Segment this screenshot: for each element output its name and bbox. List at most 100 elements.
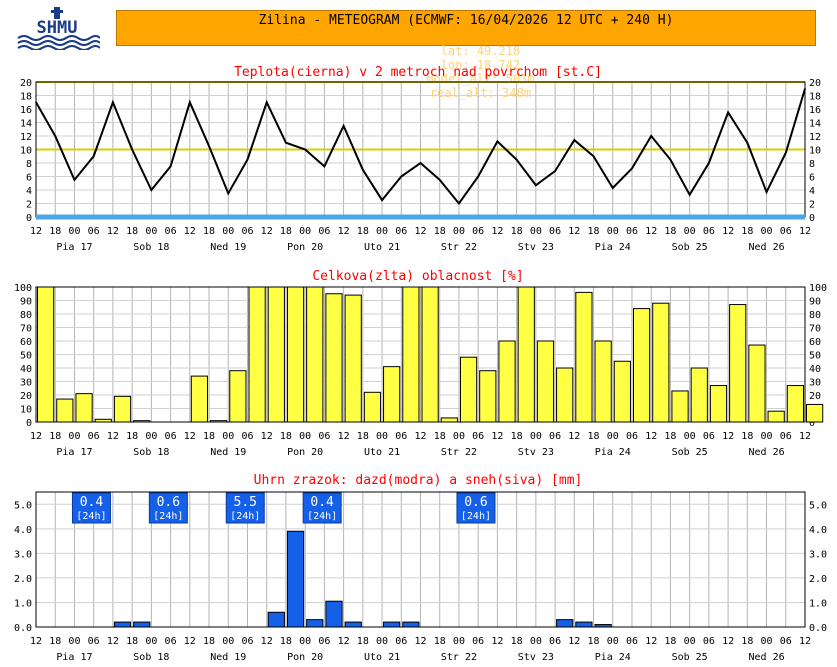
- temperature-hour-label: 12: [722, 226, 734, 237]
- temperature-point: [477, 175, 479, 178]
- cloud-cover-hour-label: 18: [511, 431, 523, 442]
- temperature-hour-label: 18: [357, 226, 369, 237]
- precipitation-ytick-right: 1.0: [809, 598, 827, 609]
- temperature-ytick-left: 6: [26, 173, 32, 184]
- temperature-point: [342, 125, 345, 127]
- cloud-cover-hour-label: 00: [761, 431, 773, 442]
- cloud-cover-ytick-right: 50: [809, 351, 821, 362]
- cloud-cover-hour-label: 12: [645, 431, 657, 442]
- temperature-day-label: Pia 24: [595, 242, 631, 253]
- temperature-hour-label: 12: [184, 226, 196, 237]
- precipitation-daily-total-period: [24h]: [461, 511, 491, 522]
- temperature-hour-label: 18: [280, 226, 292, 237]
- cloud-cover-ytick-left: 30: [20, 378, 32, 389]
- cloud-cover-ytick-right: 60: [809, 337, 821, 348]
- precipitation-hour-label: 00: [607, 636, 619, 647]
- temperature-ytick-right: 10: [809, 146, 821, 157]
- cloud-cover-bar: [56, 398, 74, 423]
- temperature-point: [112, 101, 114, 104]
- temperature-hour-label: 18: [434, 226, 446, 237]
- cloud-cover-bar: [556, 367, 574, 423]
- temperature-point: [323, 165, 326, 168]
- temperature-hour-label: 18: [664, 226, 676, 237]
- precipitation-hour-label: 00: [761, 636, 773, 647]
- temperature-point: [400, 175, 403, 178]
- temperature-point: [362, 168, 364, 171]
- cloud-cover-hour-label: 00: [530, 431, 542, 442]
- cloud-cover-bar: [748, 344, 766, 423]
- precipitation-daily-total-value: 0.6: [157, 495, 180, 510]
- precipitation-daily-total-period: [24h]: [76, 511, 106, 522]
- precipitation-ytick-right: 2.0: [809, 574, 827, 585]
- cloud-cover-hour-label: 06: [472, 431, 484, 442]
- precipitation-hour-label: 06: [88, 636, 100, 647]
- cloud-cover-hour-label: 00: [684, 431, 696, 442]
- temperature-day-label: Str 22: [441, 242, 477, 253]
- temperature-hour-label: 06: [472, 226, 484, 237]
- precipitation-hour-label: 12: [491, 636, 503, 647]
- temperature-point: [515, 158, 518, 161]
- precipitation-daily-total-badge: [225, 492, 265, 524]
- cloud-cover-ytick-left: 0: [26, 418, 32, 429]
- precipitation-bar: [113, 621, 132, 628]
- precipitation-bar: [556, 619, 574, 628]
- cloud-cover-hour-label: 18: [664, 431, 676, 442]
- precipitation-hour-label: 18: [664, 636, 676, 647]
- cloud-cover-ytick-left: 60: [20, 337, 32, 348]
- temperature-day-label: Stv 23: [518, 242, 554, 253]
- cloud-cover-bar: [37, 286, 55, 423]
- precipitation-hour-label: 00: [68, 636, 80, 647]
- precipitation-ytick-left: 2.0: [14, 574, 32, 585]
- precipitation-hour-label: 18: [280, 636, 292, 647]
- temperature-ytick-left: 18: [20, 92, 32, 103]
- precipitation-ytick-left: 5.0: [14, 500, 32, 511]
- cloud-cover-bar: [806, 403, 824, 423]
- temperature-ytick-right: 18: [809, 92, 821, 103]
- temperature-hour-label: 00: [145, 226, 157, 237]
- temperature-ytick-left: 10: [20, 146, 32, 157]
- cloud-cover-frame: [35, 286, 806, 423]
- cloud-cover-hour-label: 00: [607, 431, 619, 442]
- cloud-cover-ytick-right: 30: [809, 378, 821, 389]
- temperature-hour-label: 06: [626, 226, 638, 237]
- temperature-ytick-right: 16: [809, 105, 821, 116]
- precipitation-hour-label: 00: [684, 636, 696, 647]
- temperature-hour-label: 06: [395, 226, 407, 237]
- precipitation-hour-label: 12: [645, 636, 657, 647]
- precipitation-ytick-left: 0.0: [14, 623, 32, 634]
- shmu-logo: SHMU: [14, 6, 101, 51]
- precipitation-bar: [325, 600, 343, 628]
- precipitation-hour-label: 12: [722, 636, 734, 647]
- cloud-cover-bar: [594, 340, 612, 423]
- temperature-hour-label: 18: [588, 226, 600, 237]
- precipitation-bar: [133, 621, 151, 628]
- precipitation-day-label: Sob 25: [672, 652, 708, 663]
- cloud-cover-ytick-left: 20: [20, 391, 32, 402]
- cloud-cover-chart-title: Celkova(zlta) oblacnost [%]: [312, 269, 523, 284]
- temperature-ytick-right: 2: [809, 200, 815, 211]
- temperature-ytick-left: 4: [26, 186, 32, 197]
- cloud-cover-hour-label: 12: [184, 431, 196, 442]
- precipitation-ytick-right: 4.0: [809, 525, 827, 536]
- precipitation-day-label: Str 22: [441, 652, 477, 663]
- cloud-cover-hour-label: 18: [741, 431, 753, 442]
- temperature-ytick-right: 20: [809, 78, 821, 89]
- temperature-point: [554, 170, 556, 172]
- cloud-cover-hour-label: 06: [626, 431, 638, 442]
- precipitation-hour-label: 06: [626, 636, 638, 647]
- cloud-cover-bar: [113, 395, 132, 423]
- cloud-cover-ytick-right: 70: [809, 324, 821, 335]
- precipitation-daily-total-value: 0.6: [464, 495, 487, 510]
- temperature-point: [708, 162, 710, 164]
- cloud-cover-day-label: Pia 17: [56, 447, 92, 458]
- cloud-cover-bar: [421, 286, 439, 423]
- temperature-ytick-left: 16: [20, 105, 32, 116]
- temperature-chart-title: Teplota(cierna) v 2 metroch nad povrchom…: [234, 65, 602, 80]
- cloud-cover-hour-label: 12: [491, 431, 503, 442]
- temperature-point: [54, 135, 57, 137]
- cloud-cover-bar: [344, 294, 362, 423]
- longitude: lon: 18.742: [440, 58, 521, 72]
- precipitation-hour-label: 18: [741, 636, 753, 647]
- temperature-day-label: Ned 26: [748, 242, 784, 253]
- cloud-cover-ytick-right: 0: [809, 418, 815, 429]
